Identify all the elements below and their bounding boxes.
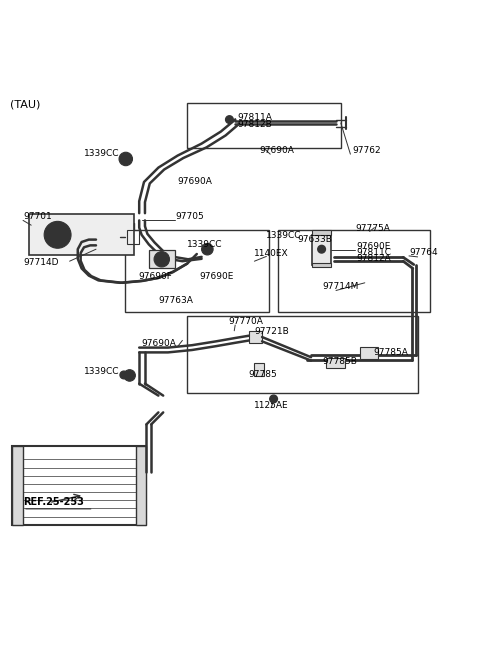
Circle shape	[226, 116, 233, 123]
Bar	[127, 230, 139, 244]
Bar	[136, 446, 146, 526]
Bar	[125, 230, 269, 312]
Text: 97633B: 97633B	[298, 235, 333, 244]
Circle shape	[318, 245, 325, 253]
Circle shape	[44, 222, 71, 248]
Circle shape	[124, 370, 135, 381]
Circle shape	[120, 371, 128, 379]
Text: 1339CC: 1339CC	[187, 240, 223, 249]
Bar	[149, 250, 175, 269]
Text: 97690E: 97690E	[356, 242, 391, 251]
Text: 97811A: 97811A	[238, 113, 273, 122]
Text: 97690A: 97690A	[178, 177, 213, 186]
Bar	[187, 103, 341, 149]
Text: 1140EX: 1140EX	[254, 249, 289, 258]
Circle shape	[202, 243, 213, 255]
Bar	[187, 316, 418, 393]
Text: REF.25-253: REF.25-253	[23, 497, 84, 507]
Bar	[12, 446, 23, 526]
Text: 97763A: 97763A	[158, 296, 193, 305]
Circle shape	[119, 152, 132, 166]
Bar	[360, 347, 378, 359]
Text: 97775A: 97775A	[355, 224, 390, 233]
Text: 97785B: 97785B	[323, 357, 358, 366]
Circle shape	[270, 395, 277, 403]
Bar	[312, 235, 331, 265]
Text: 97785: 97785	[249, 370, 277, 379]
Bar	[12, 446, 146, 526]
Text: 97690E: 97690E	[199, 272, 234, 281]
Text: (TAU): (TAU)	[10, 100, 40, 110]
Text: 97701: 97701	[23, 213, 52, 222]
Text: 97812B: 97812B	[238, 120, 272, 129]
Text: 97705: 97705	[175, 213, 204, 222]
Text: 97762: 97762	[353, 146, 382, 155]
Text: 97811C: 97811C	[356, 248, 391, 257]
Bar	[278, 230, 430, 312]
Text: 97690F: 97690F	[138, 272, 172, 281]
Text: 97714M: 97714M	[323, 282, 359, 291]
Text: 1339CC: 1339CC	[84, 149, 120, 158]
Bar	[249, 331, 262, 343]
Text: 97770A: 97770A	[228, 317, 263, 326]
Text: 1339CC: 1339CC	[84, 367, 120, 376]
Text: 97690A: 97690A	[142, 339, 177, 348]
Bar	[254, 363, 264, 376]
Text: 1339CC: 1339CC	[266, 231, 302, 239]
Bar	[312, 230, 331, 235]
Bar	[312, 263, 331, 267]
Text: 97812A: 97812A	[356, 254, 391, 263]
Circle shape	[154, 252, 169, 267]
Text: 1125AE: 1125AE	[254, 402, 289, 411]
Text: 97690A: 97690A	[259, 146, 294, 155]
Circle shape	[50, 227, 65, 243]
Text: 97785A: 97785A	[373, 348, 408, 357]
Bar	[29, 214, 134, 255]
Text: 97721B: 97721B	[254, 327, 289, 336]
Text: 97764: 97764	[409, 248, 438, 257]
Text: 97714D: 97714D	[23, 258, 59, 267]
Bar	[326, 358, 345, 368]
